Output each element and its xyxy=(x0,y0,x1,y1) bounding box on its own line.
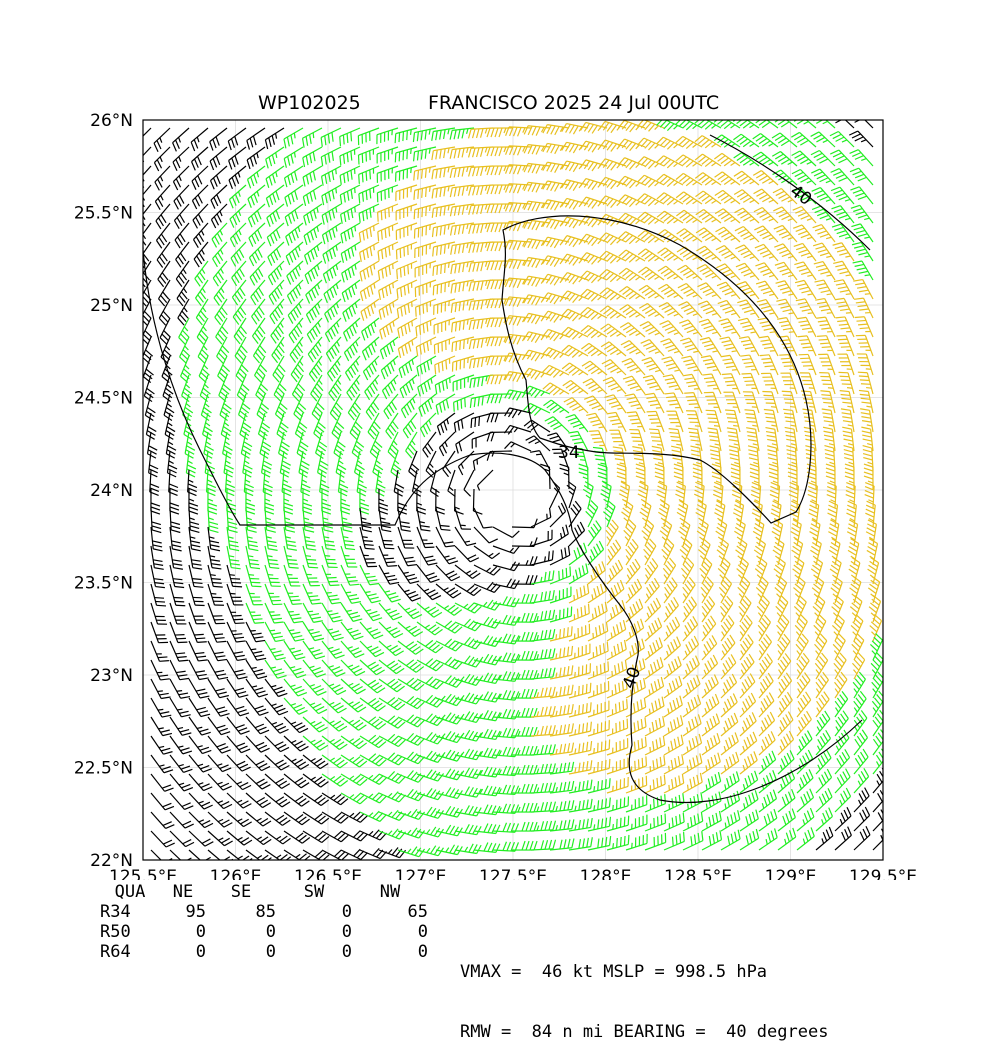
stats-rmw-bearing: RMW = 84 n mi BEARING = 40 degrees xyxy=(460,1022,828,1042)
row-r64: R64 0 0 0 0 xyxy=(100,942,428,962)
lat-tick-label: 23°N xyxy=(90,666,133,686)
lat-tick-label: 25.5°N xyxy=(74,204,133,224)
lon-tick-label: 127°E xyxy=(395,867,447,880)
stats-vmax-mslp: VMAX = 46 kt MSLP = 998.5 hPa xyxy=(460,962,828,982)
header-se: SE xyxy=(206,882,276,902)
r64-se: 0 xyxy=(206,942,276,962)
lon-tick-label: 129.5°E xyxy=(849,867,917,880)
r34-sw: 0 xyxy=(276,902,352,922)
r34-se: 85 xyxy=(206,902,276,922)
lat-tick-label: 24.5°N xyxy=(74,389,133,409)
r64-nw: 0 xyxy=(352,942,428,962)
r64-sw: 0 xyxy=(276,942,352,962)
row-r34: R34 95 85 0 65 xyxy=(100,902,428,922)
wind-radii-header: QUA NE SE SW NW xyxy=(100,882,428,902)
r50-nw: 0 xyxy=(352,922,428,942)
r50-sw: 0 xyxy=(276,922,352,942)
lon-tick-label: 129°E xyxy=(765,867,817,880)
row-label: R64 xyxy=(100,942,160,962)
row-r50: R50 0 0 0 0 xyxy=(100,922,428,942)
lat-tick-label: 23.5°N xyxy=(74,574,133,594)
r50-ne: 0 xyxy=(160,922,206,942)
contour-label-34: 34 xyxy=(558,443,580,463)
lat-tick-label: 25°N xyxy=(90,296,133,316)
lat-tick-label: 26°N xyxy=(90,111,133,131)
latitude-axis: 22°N 22.5°N 23°N 23.5°N 24°N 24.5°N 25°N 25.5°N… xyxy=(74,111,133,871)
r64-ne: 0 xyxy=(160,942,206,962)
lon-tick-label: 127.5°E xyxy=(479,867,547,880)
lat-tick-label: 24°N xyxy=(90,481,133,501)
lon-tick-label: 126.5°E xyxy=(294,867,362,880)
r34-nw: 65 xyxy=(352,902,428,922)
header-ne: NE xyxy=(160,882,206,902)
wind-radii-table: QUA NE SE SW NW R34 95 85 0 65 R50 0 0 0… xyxy=(100,882,428,962)
r50-se: 0 xyxy=(206,922,276,942)
r34-ne: 95 xyxy=(160,902,206,922)
row-label: R50 xyxy=(100,922,160,942)
header-qua: QUA xyxy=(100,882,160,902)
lat-tick-label: 22.5°N xyxy=(74,759,133,779)
row-label: R34 xyxy=(100,902,160,922)
header-nw: NW xyxy=(352,882,428,902)
header-sw: SW xyxy=(276,882,352,902)
lat-tick-label: 22°N xyxy=(90,851,133,871)
storm-stats: VMAX = 46 kt MSLP = 998.5 hPa RMW = 84 n… xyxy=(460,922,828,1062)
lon-tick-label: 128°E xyxy=(580,867,632,880)
lon-tick-label: 128.5°E xyxy=(664,867,732,880)
lon-tick-label: 126°E xyxy=(210,867,262,880)
